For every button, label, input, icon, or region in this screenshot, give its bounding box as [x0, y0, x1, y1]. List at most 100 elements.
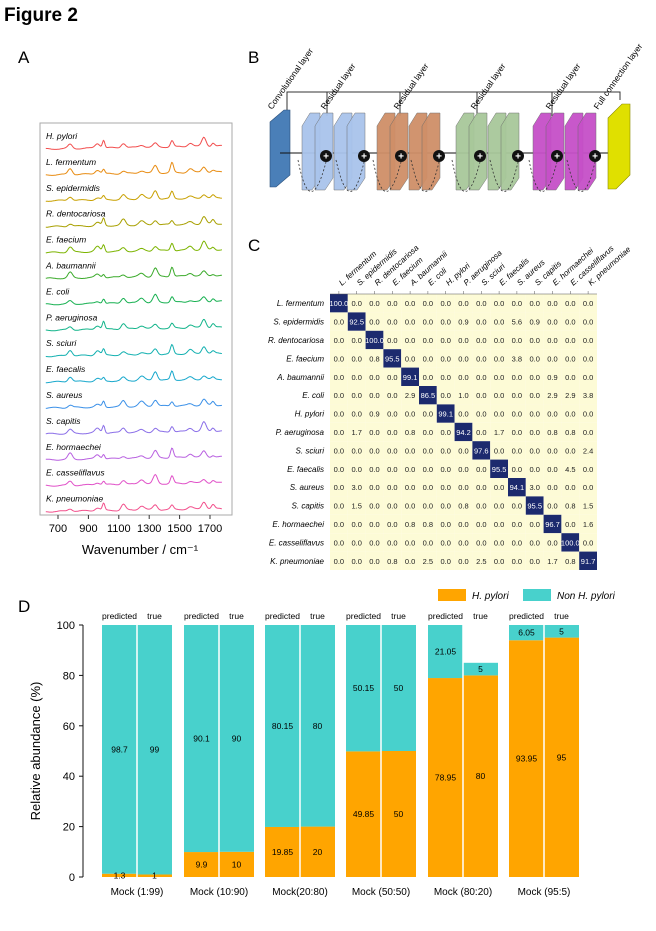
matrix-value: 0.0 [565, 373, 575, 382]
bar-non-hpylori [137, 625, 172, 875]
conv-block [269, 109, 291, 188]
matrix-value: 0.0 [529, 299, 539, 308]
matrix-row-label: E. faecalis [287, 465, 324, 474]
matrix-value: 0.0 [547, 318, 557, 327]
matrix-value: 94.2 [456, 428, 471, 437]
x-tick-label: 900 [79, 523, 97, 535]
matrix-value: 0.0 [476, 502, 486, 511]
matrix-cell [401, 312, 419, 331]
bar-label-non-hpylori: 98.7 [111, 744, 128, 754]
matrix-value: 0.0 [476, 299, 486, 308]
spectra-frame [39, 122, 233, 516]
matrix-value: 95.5 [385, 354, 400, 363]
matrix-value: 0.0 [351, 373, 361, 382]
bar-label-hpylori: 93.95 [516, 754, 538, 764]
matrix-value: 0.0 [494, 373, 504, 382]
matrix-value: 0.0 [565, 336, 575, 345]
plus-icon: + [436, 152, 442, 163]
matrix-value: 0.0 [405, 336, 415, 345]
matrix-cell [579, 459, 597, 478]
matrix-cell [579, 551, 597, 570]
group-label: Mock (95:5) [518, 887, 571, 898]
species-label: E. faecium [46, 235, 86, 245]
matrix-cell [561, 496, 580, 515]
matrix-value: 0.0 [458, 520, 468, 529]
matrix-cell [525, 349, 544, 368]
matrix-value: 0.0 [494, 354, 504, 363]
matrix-cell [561, 533, 580, 552]
matrix-value: 0.0 [334, 373, 344, 382]
matrix-cell [383, 551, 402, 570]
matrix-value: 3.0 [351, 483, 361, 492]
add-node-icon [395, 150, 407, 162]
fc-block [607, 103, 631, 190]
matrix-value: 0.0 [405, 502, 415, 511]
matrix-value: 0.0 [405, 465, 415, 474]
matrix-cell [419, 312, 437, 331]
matrix-cell [561, 441, 580, 460]
bar-label-hpylori: 1 [152, 871, 157, 881]
matrix-row-label: S. aureus [290, 483, 324, 492]
legend-label: H. pylori [472, 591, 509, 602]
matrix-cell [525, 533, 544, 552]
matrix-value: 0.0 [583, 373, 593, 382]
matrix-cell [347, 459, 366, 478]
matrix-cell [330, 514, 348, 534]
matrix-cell [383, 367, 402, 386]
y-tick-label: 100 [57, 620, 75, 632]
matrix-cell [454, 514, 473, 534]
matrix-cell [472, 367, 491, 386]
matrix-value: 0.0 [440, 354, 450, 363]
column-label-true: true [473, 611, 488, 621]
matrix-value: 0.0 [369, 373, 379, 382]
matrix-value: 100.0 [330, 299, 349, 308]
residual-slab [346, 112, 366, 191]
matrix-cell [365, 422, 384, 442]
bar-non-hpylori [102, 625, 137, 874]
spectrum-line [45, 501, 222, 513]
matrix-cell [365, 349, 384, 368]
matrix-cell [419, 441, 437, 460]
matrix-value: 0.0 [565, 446, 575, 455]
matrix-value: 96.7 [545, 520, 560, 529]
spectrum-line [45, 370, 222, 384]
bar-label-non-hpylori: 50 [394, 683, 404, 693]
matrix-cell [490, 478, 508, 497]
matrix-value: 0.0 [351, 410, 361, 419]
matrix-value: 0.0 [547, 354, 557, 363]
matrix-value: 0.0 [512, 299, 522, 308]
matrix-cell [472, 422, 491, 442]
matrix-value: 0.9 [529, 318, 539, 327]
column-label-true: true [391, 611, 406, 621]
add-node-icon [512, 150, 524, 162]
matrix-cell [561, 349, 580, 368]
matrix-value: 0.0 [494, 502, 504, 511]
matrix-value: 0.0 [423, 318, 433, 327]
matrix-value: 0.0 [423, 428, 433, 437]
matrix-value: 0.0 [583, 354, 593, 363]
matrix-value: 0.0 [458, 354, 468, 363]
matrix-value: 0.0 [583, 465, 593, 474]
matrix-value: 0.0 [512, 410, 522, 419]
matrix-cell [508, 551, 526, 570]
matrix-value: 0.0 [440, 299, 450, 308]
matrix-value: 0.0 [494, 336, 504, 345]
plus-icon: + [515, 152, 521, 163]
column-label-predicted: predicted [265, 611, 300, 621]
matrix-value: 0.0 [423, 410, 433, 419]
matrix-row-label: E. casseliflavus [269, 538, 324, 547]
spectrum-line [45, 190, 222, 202]
top-connector [286, 91, 621, 118]
matrix-value: 0.0 [529, 446, 539, 455]
matrix-cell [365, 386, 384, 405]
matrix-value: 0.0 [405, 557, 415, 566]
matrix-value: 0.0 [494, 391, 504, 400]
matrix-value: 0.0 [547, 502, 557, 511]
y-tick-label: 60 [63, 721, 75, 733]
matrix-cell [472, 496, 491, 515]
matrix-value: 0.0 [405, 354, 415, 363]
matrix-value: 0.0 [334, 502, 344, 511]
residual-slab [577, 112, 597, 191]
matrix-cell [454, 312, 473, 331]
